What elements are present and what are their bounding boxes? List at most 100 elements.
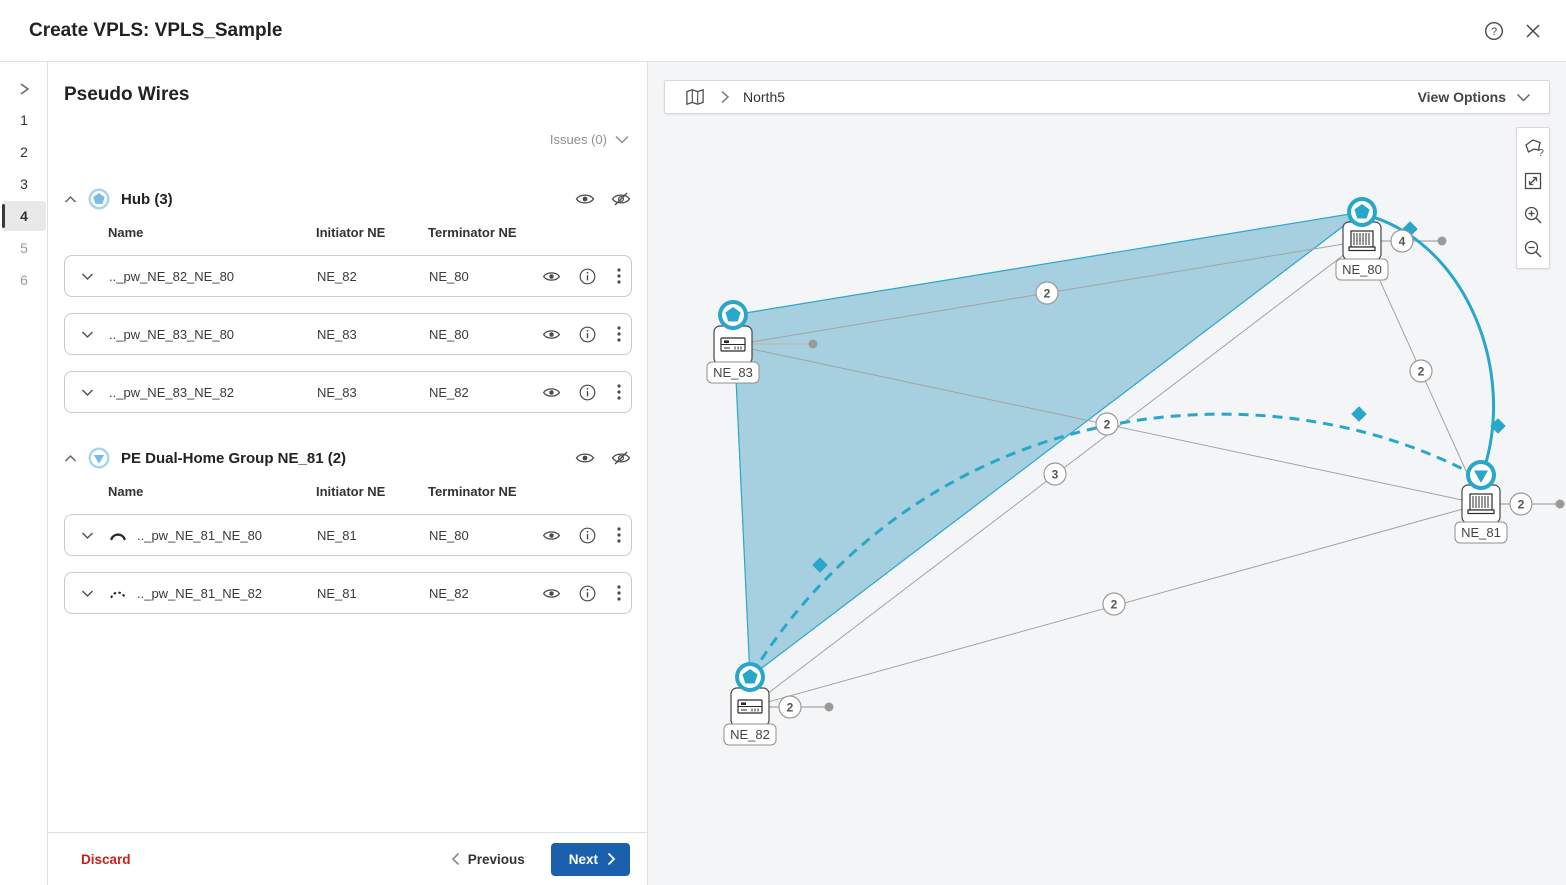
step-2[interactable]: 2 [20, 144, 28, 160]
fit-to-screen-button[interactable] [1517, 164, 1549, 198]
col-initiator: Initiator NE [316, 483, 386, 499]
node-label-NE_81: NE_81 [1461, 525, 1501, 540]
stub-endpoint-NE80[interactable] [1437, 236, 1447, 246]
pe-group-section-header: PE Dual-Home Group NE_81 (2) [64, 445, 631, 471]
info-icon [579, 326, 595, 342]
pw-row-hub-1[interactable]: .._pw_NE_82_NE_80 NE_82 NE_80 [64, 255, 632, 297]
next-button[interactable]: Next [550, 842, 630, 876]
pw-terminator: NE_82 [429, 585, 469, 601]
col-name: Name [108, 483, 144, 499]
pw-menu-button[interactable] [605, 326, 633, 342]
kebab-menu-icon [617, 268, 621, 284]
hub-show-all-button[interactable] [575, 191, 595, 207]
pw-row-hub-2[interactable]: .._pw_NE_83_NE_80 NE_83 NE_80 [64, 313, 632, 355]
link-badge[interactable]: 2 [778, 695, 802, 719]
link-badge[interactable]: 3 [1043, 462, 1067, 486]
issues-toggle[interactable]: Issues (0) [550, 132, 629, 147]
link-badge[interactable]: 2 [1095, 412, 1119, 436]
map-icon [686, 88, 704, 106]
pw-info-button[interactable] [569, 268, 605, 285]
pe-group-collapse-button[interactable] [64, 454, 77, 463]
zoom-out-button[interactable] [1517, 232, 1549, 266]
stub-endpoint-NE82[interactable] [824, 702, 834, 712]
link-badge[interactable]: 2 [1102, 592, 1126, 616]
pw-menu-button[interactable] [605, 384, 633, 400]
pw-row-pe-1[interactable]: .._pw_NE_81_NE_80 NE_81 NE_80 [64, 514, 632, 556]
node-NE_83[interactable]: NE_83 [706, 300, 760, 384]
close-button[interactable] [1522, 20, 1544, 42]
locate-shape-question-icon: ? [1524, 138, 1544, 158]
pw-menu-button[interactable] [605, 527, 633, 543]
svg-text:2: 2 [1418, 365, 1425, 379]
pw-row-hub-3[interactable]: .._pw_NE_83_NE_82 NE_83 NE_82 [64, 371, 632, 413]
link-badge[interactable]: 2 [1409, 359, 1433, 383]
hub-column-headers: Name Initiator NE Terminator NE [64, 223, 631, 241]
pw-visibility-button[interactable] [533, 328, 569, 341]
pw-curve-NE81-NE80-solid[interactable] [1361, 212, 1495, 467]
pw-info-button[interactable] [569, 326, 605, 343]
rail-expand-button[interactable] [0, 76, 48, 102]
pw-visibility-button[interactable] [533, 270, 569, 283]
node-NE_80[interactable]: NE_80 [1335, 197, 1389, 281]
zoom-in-button[interactable] [1517, 198, 1549, 232]
step-3[interactable]: 3 [20, 176, 28, 192]
help-button[interactable]: ? [1482, 19, 1506, 43]
pw-visibility-button[interactable] [533, 529, 569, 542]
close-icon [1526, 23, 1540, 38]
pw-info-button[interactable] [569, 527, 605, 544]
hub-collapse-button[interactable] [64, 195, 77, 204]
pw-menu-button[interactable] [605, 585, 633, 601]
link-badge[interactable]: 2 [1509, 492, 1533, 516]
pw-menu-button[interactable] [605, 268, 633, 284]
pw-visibility-button[interactable] [533, 386, 569, 399]
map-toolbar: North5 View Options [664, 80, 1550, 114]
pe-dual-home-group-icon [88, 447, 110, 469]
stub-endpoint-NE81[interactable] [1555, 499, 1565, 509]
chevron-up-icon [64, 195, 77, 203]
hub-marker-NE_83 [718, 300, 748, 330]
pw-curve-NE81-NE82-dashed[interactable] [750, 412, 1479, 675]
hub-hide-all-button[interactable] [611, 191, 631, 207]
map-tool-stack: ? [1516, 127, 1550, 269]
node-NE_82[interactable]: NE_82 [723, 662, 777, 746]
pw-info-button[interactable] [569, 585, 605, 602]
chevron-down-icon [615, 135, 629, 144]
hub-mesh-region[interactable] [732, 211, 1363, 679]
step-6[interactable]: 6 [20, 272, 28, 288]
link-badge[interactable]: 4 [1390, 229, 1414, 253]
pw-row-pe-2[interactable]: .._pw_NE_81_NE_82 NE_81 NE_82 [64, 572, 632, 614]
node-NE_81[interactable]: NE_81 [1454, 460, 1508, 544]
svg-text:3: 3 [1052, 468, 1059, 482]
pw-name: .._pw_NE_83_NE_82 [109, 384, 235, 400]
step-5[interactable]: 5 [20, 240, 28, 256]
eye-icon [575, 453, 595, 463]
chevron-left-icon [451, 852, 459, 866]
kebab-menu-icon [617, 527, 621, 543]
hub-marker-NE_82 [735, 662, 765, 692]
panel-title: Pseudo Wires [64, 84, 190, 105]
pw-initiator: NE_81 [317, 585, 357, 601]
topology-canvas[interactable]: NE_83 NE_80 [648, 62, 1566, 885]
eye-icon [542, 530, 560, 540]
locate-unknown-button[interactable]: ? [1517, 130, 1549, 164]
step-1[interactable]: 1 [20, 112, 28, 128]
step-4-active[interactable]: 4 [2, 201, 46, 231]
pw-info-button[interactable] [569, 384, 605, 401]
kebab-menu-icon [617, 326, 621, 342]
node-label-NE_80: NE_80 [1342, 262, 1382, 277]
previous-button[interactable]: Previous [451, 852, 525, 867]
map-home-button[interactable] [683, 86, 707, 108]
pe-show-all-button[interactable] [575, 450, 595, 466]
pw-visibility-button[interactable] [533, 587, 569, 600]
previous-label: Previous [467, 851, 525, 867]
zoom-out-icon [1524, 240, 1542, 258]
step-rail: 1 2 3 4 5 6 [0, 62, 48, 885]
window-header: Create VPLS: VPLS_Sample ? [0, 0, 1566, 62]
stub-endpoint-NE83[interactable] [808, 339, 818, 349]
link-badge[interactable]: 2 [1035, 281, 1059, 305]
pe-hide-all-button[interactable] [611, 450, 631, 466]
pw-name: .._pw_NE_81_NE_82 [137, 585, 263, 601]
view-options-button[interactable]: View Options [1418, 89, 1531, 105]
discard-button[interactable]: Discard [81, 851, 131, 867]
breadcrumb-map-name[interactable]: North5 [743, 89, 786, 105]
